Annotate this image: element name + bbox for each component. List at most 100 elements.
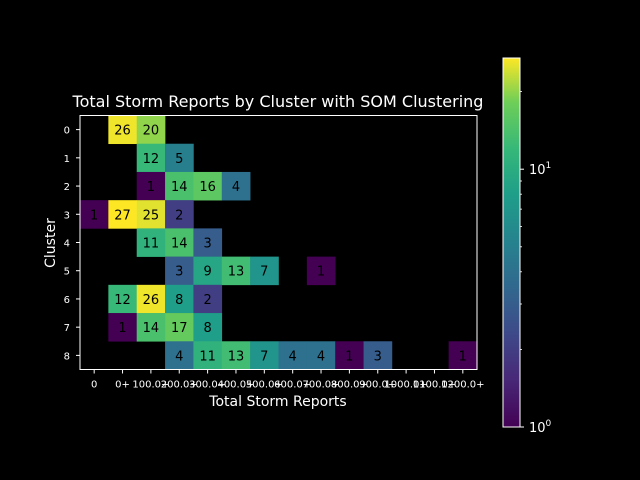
x-tick-label: 0 [91,380,97,391]
colorbar-tick-label: 101 [529,161,551,178]
heatmap-cell [221,341,251,370]
x-tick-label: 600.0+ [274,380,311,391]
heatmap-cell [193,256,223,286]
x-tick-label: 700.0+ [303,380,340,391]
cell-value-label: 11 [143,237,160,252]
cell-value-label: 4 [289,349,297,364]
heatmap-cell [250,256,279,286]
cell-value-label: 3 [203,237,211,252]
cell-value-label: 5 [175,152,183,167]
cell-value-label: 12 [143,152,160,167]
cell-value-label: 4 [317,349,325,364]
heatmap-cell [108,200,138,229]
cell-value-label: 27 [114,208,131,223]
x-tick-label: 200.0+ [161,380,198,391]
heatmap-cell [165,313,194,342]
heatmap-cell [448,341,478,370]
cell-value-label: 3 [175,265,183,280]
heatmap-cell [165,341,194,370]
heatmap-cell [136,284,166,314]
cell-value-label: 16 [199,180,216,195]
x-tick-label: 800.0+ [331,380,368,391]
x-tick-label: 300.0+ [189,380,226,391]
heatmap-cell [165,256,194,286]
heatmap-cell [306,256,336,286]
heatmap-cell [193,284,223,314]
cell-value-label: 1 [147,180,155,195]
heatmap-cell [108,313,138,342]
cell-value-label: 7 [260,265,268,280]
heatmap-cell [193,313,223,342]
colorbar-ticks: 100 101 [520,91,552,436]
heatmap-cell [193,341,223,370]
x-tick-label: 0+ [115,380,130,391]
heatmap-cell [136,228,166,257]
cell-value-label: 8 [203,321,211,336]
heatmap-cell [136,171,166,201]
cell-value-label: 25 [143,208,160,223]
heatmap-cell [193,228,223,257]
heatmap-cell [335,341,364,370]
y-axis-label: Cluster [43,218,59,268]
cell-value-label: 2 [175,208,183,223]
cell-value-label: 1 [118,321,126,336]
y-tick-label: 2 [64,182,70,193]
y-tick-label: 1 [64,154,70,165]
heatmap-cell [250,341,279,370]
y-axis: 0 1 2 3 4 5 6 7 8 [64,126,80,362]
y-tick-label: 8 [64,351,70,362]
cell-value-label: 13 [228,265,245,280]
cell-value-label: 20 [143,124,160,139]
heatmap-cell [193,171,223,201]
heatmap-cell [165,284,194,314]
heatmap-cell [221,171,251,201]
cell-value-label: 9 [203,265,211,280]
cell-value-label: 13 [228,349,245,364]
cell-value-label: 1 [317,265,325,280]
heatmap-cell [363,341,393,370]
cell-value-label: 17 [171,321,188,336]
x-tick-label: 500.0+ [246,380,283,391]
x-axis: 0 0+ 100.0+200.0+300.0+400.0+500.0+600.0+7… [91,369,485,391]
x-tick-label: 100.0+ [132,380,169,391]
y-tick-label: 7 [64,323,70,334]
cell-value-label: 14 [143,321,160,336]
x-axis-label: Total Storm Reports [208,394,346,410]
cell-value-label: 14 [171,180,188,195]
cell-value-label: 12 [114,293,131,308]
y-tick-label: 4 [64,239,70,250]
cell-value-label: 8 [175,293,183,308]
cell-value-label: 26 [114,124,131,139]
cell-value-label: 1 [459,349,467,364]
y-tick-label: 5 [64,267,70,278]
x-tick-label: 900.0+ [359,380,396,391]
cell-value-label: 26 [143,293,160,308]
heatmap-cell [221,256,251,286]
heatmap-cell [165,228,194,257]
cell-value-label: 4 [175,349,183,364]
x-tick-label: 400.0+ [217,380,254,391]
x-tick-label: 1100.0+ [413,380,456,391]
colorbar [502,57,521,428]
heatmap-cell [306,341,336,370]
y-tick-label: 3 [64,210,70,221]
heatmap-cell [165,200,194,229]
heatmap-cell [165,143,194,173]
heatmap-cell [136,313,166,342]
cell-value-label: 3 [374,349,382,364]
colorbar-tick-label: 100 [529,419,552,436]
cell-value-label: 7 [260,349,268,364]
y-tick-label: 0 [64,126,70,137]
heatmap-cell [80,200,109,229]
cell-value-label: 1 [90,208,98,223]
y-tick-label: 6 [64,295,70,306]
cell-value-label: 1 [345,349,353,364]
heatmap-cell [136,143,166,173]
heatmap-cell [278,341,308,370]
heatmap-cell [108,284,138,314]
chart-title: Total Storm Reports by Cluster with SOM … [72,92,484,111]
x-tick-label: 1200.0+ [441,380,484,391]
heatmap-cell [108,115,138,145]
